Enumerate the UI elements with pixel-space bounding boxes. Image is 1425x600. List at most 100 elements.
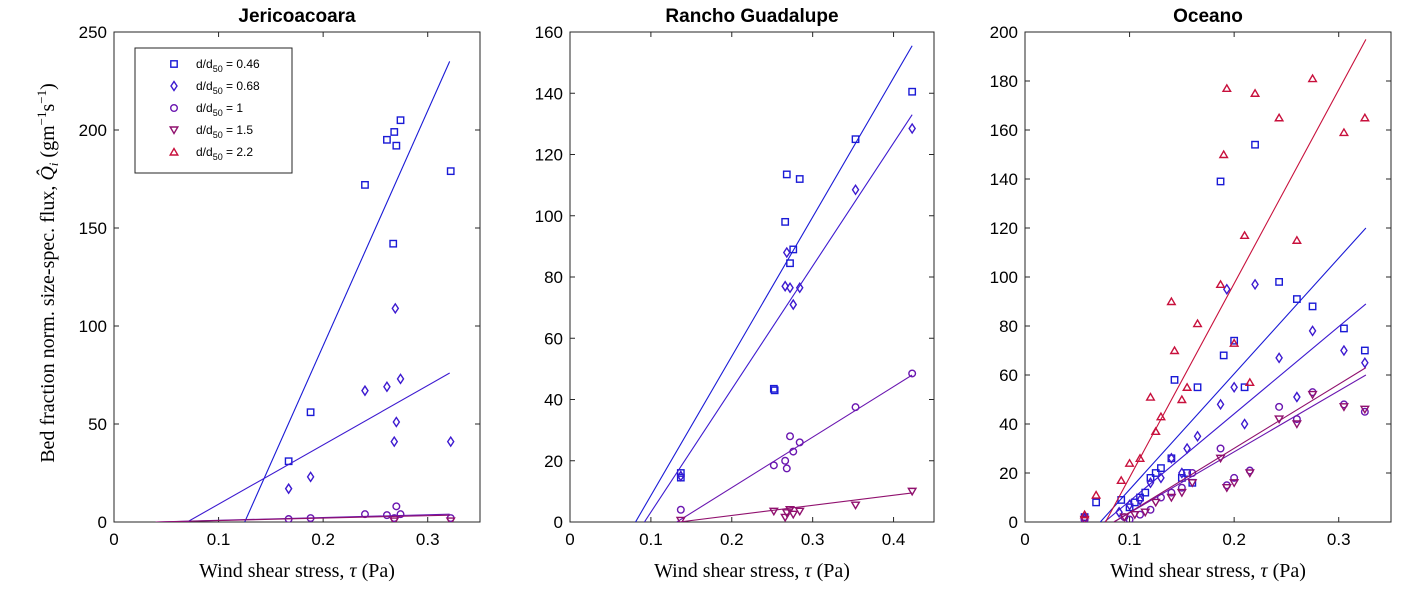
y-tick-label: 160 — [990, 121, 1018, 140]
data-point-d046 — [392, 141, 401, 150]
data-point-d15 — [907, 487, 918, 497]
y-tick-label: 0 — [1009, 513, 1018, 532]
data-point-d15 — [1140, 508, 1151, 518]
x-axis-label: Wind shear stress, τ (Pa) — [199, 560, 395, 582]
data-point-d046 — [786, 259, 794, 268]
legend-label: d/d50 = 1.5 — [196, 123, 253, 140]
data-point-d22 — [1359, 112, 1370, 122]
data-point-d22 — [1244, 377, 1255, 387]
data-point-d22 — [1338, 127, 1349, 137]
data-point-d22 — [1116, 475, 1127, 485]
fit-line-d046 — [244, 61, 451, 522]
data-point-d1 — [1275, 402, 1284, 411]
data-point-d1 — [851, 403, 860, 412]
y-tick-label: 180 — [990, 72, 1018, 91]
y-tick-label: 120 — [535, 146, 563, 165]
data-point-d046 — [1183, 469, 1191, 477]
fit-line-d068 — [155, 372, 450, 522]
data-point-d1 — [786, 432, 795, 441]
data-point-d046 — [361, 180, 369, 189]
chart-title: Rancho Guadalupe — [665, 6, 838, 27]
data-point-d1 — [392, 502, 401, 511]
x-tick-label: 0.4 — [882, 530, 906, 549]
y-tick-label: 0 — [554, 513, 563, 532]
data-point-d068 — [1275, 352, 1283, 364]
data-point-d068 — [1178, 467, 1186, 479]
x-tick-label: 0.1 — [1118, 530, 1142, 549]
data-point-d046 — [676, 469, 685, 477]
axes-frame — [113, 31, 481, 523]
x-tick-label: 0.1 — [207, 530, 231, 549]
data-point-d1 — [1230, 473, 1239, 482]
legend-marker-d15 — [168, 126, 180, 135]
data-point-d1 — [769, 461, 778, 470]
legend-marker-d068 — [170, 80, 178, 92]
data-point-d22 — [1250, 88, 1261, 97]
data-point-d15 — [389, 517, 400, 522]
data-point-d046 — [1308, 302, 1317, 311]
data-point-d046 — [1340, 324, 1348, 333]
data-point-d068 — [446, 435, 455, 448]
y-tick-label: 100 — [535, 207, 563, 226]
y-tick-label: 20 — [999, 464, 1018, 483]
data-point-d15 — [675, 516, 686, 522]
data-point-d22 — [1192, 318, 1203, 328]
y-tick-label: 200 — [990, 23, 1018, 42]
data-point-d068 — [1115, 506, 1123, 518]
data-point-d15 — [1129, 510, 1140, 520]
data-point-d046 — [383, 135, 391, 144]
data-point-d22 — [1215, 279, 1226, 289]
x-tick-label: 0.3 — [801, 530, 825, 549]
data-point-d068 — [1183, 442, 1191, 455]
data-point-d046 — [389, 239, 398, 248]
data-point-d046 — [781, 217, 790, 226]
legend-marker-d22 — [168, 147, 180, 156]
x-axis-label: Wind shear stress, τ (Pa) — [654, 560, 850, 582]
legend-marker-d046 — [170, 60, 178, 68]
data-point-d046 — [1230, 336, 1239, 345]
fit-line-d068 — [1104, 303, 1367, 522]
data-point-d068 — [1240, 418, 1249, 430]
data-point-d068 — [795, 281, 804, 294]
data-point-d22 — [1221, 83, 1232, 93]
data-point-d068 — [908, 122, 917, 135]
data-point-d068 — [391, 302, 400, 315]
legend-label: d/d50 = 0.46 — [196, 57, 260, 74]
data-point-d046 — [1092, 498, 1101, 507]
data-point-d15 — [1244, 469, 1255, 478]
data-point-d068 — [789, 298, 798, 311]
data-point-d22 — [1166, 296, 1177, 306]
data-point-d1 — [1125, 515, 1134, 522]
data-point-d22 — [1239, 230, 1250, 240]
data-point-d046 — [1240, 383, 1249, 392]
axes-frame — [1024, 31, 1392, 523]
data-point-d068 — [1125, 499, 1134, 511]
data-point-d068 — [782, 246, 791, 259]
data-point-d046 — [782, 170, 791, 179]
data-point-d046 — [769, 384, 778, 393]
fit-line-d046 — [635, 45, 913, 522]
data-point-d046 — [390, 128, 399, 136]
data-point-d15 — [1166, 493, 1177, 503]
data-point-d068 — [306, 471, 315, 483]
legend-box — [134, 47, 293, 174]
data-point-d22 — [1176, 394, 1187, 404]
y-tick-label: 0 — [98, 513, 107, 532]
axes-frame — [569, 31, 935, 523]
data-point-d068 — [676, 470, 685, 482]
data-point-d15 — [445, 517, 456, 522]
data-point-d046 — [1360, 346, 1369, 355]
legend-label: d/d50 = 0.68 — [196, 79, 260, 96]
data-point-d22 — [1150, 426, 1161, 436]
y-tick-label: 20 — [544, 452, 563, 471]
data-point-d046 — [1193, 383, 1202, 392]
data-point-d068 — [396, 373, 405, 385]
data-point-d046 — [1151, 469, 1160, 477]
data-point-d1 — [1156, 493, 1165, 502]
data-point-d15 — [784, 506, 796, 515]
fit-line-d1 — [1113, 374, 1367, 522]
plot-area — [1079, 39, 1370, 522]
y-tick-label: 160 — [535, 23, 563, 42]
data-point-d22 — [1145, 392, 1156, 401]
fit-line-d068 — [643, 114, 913, 522]
